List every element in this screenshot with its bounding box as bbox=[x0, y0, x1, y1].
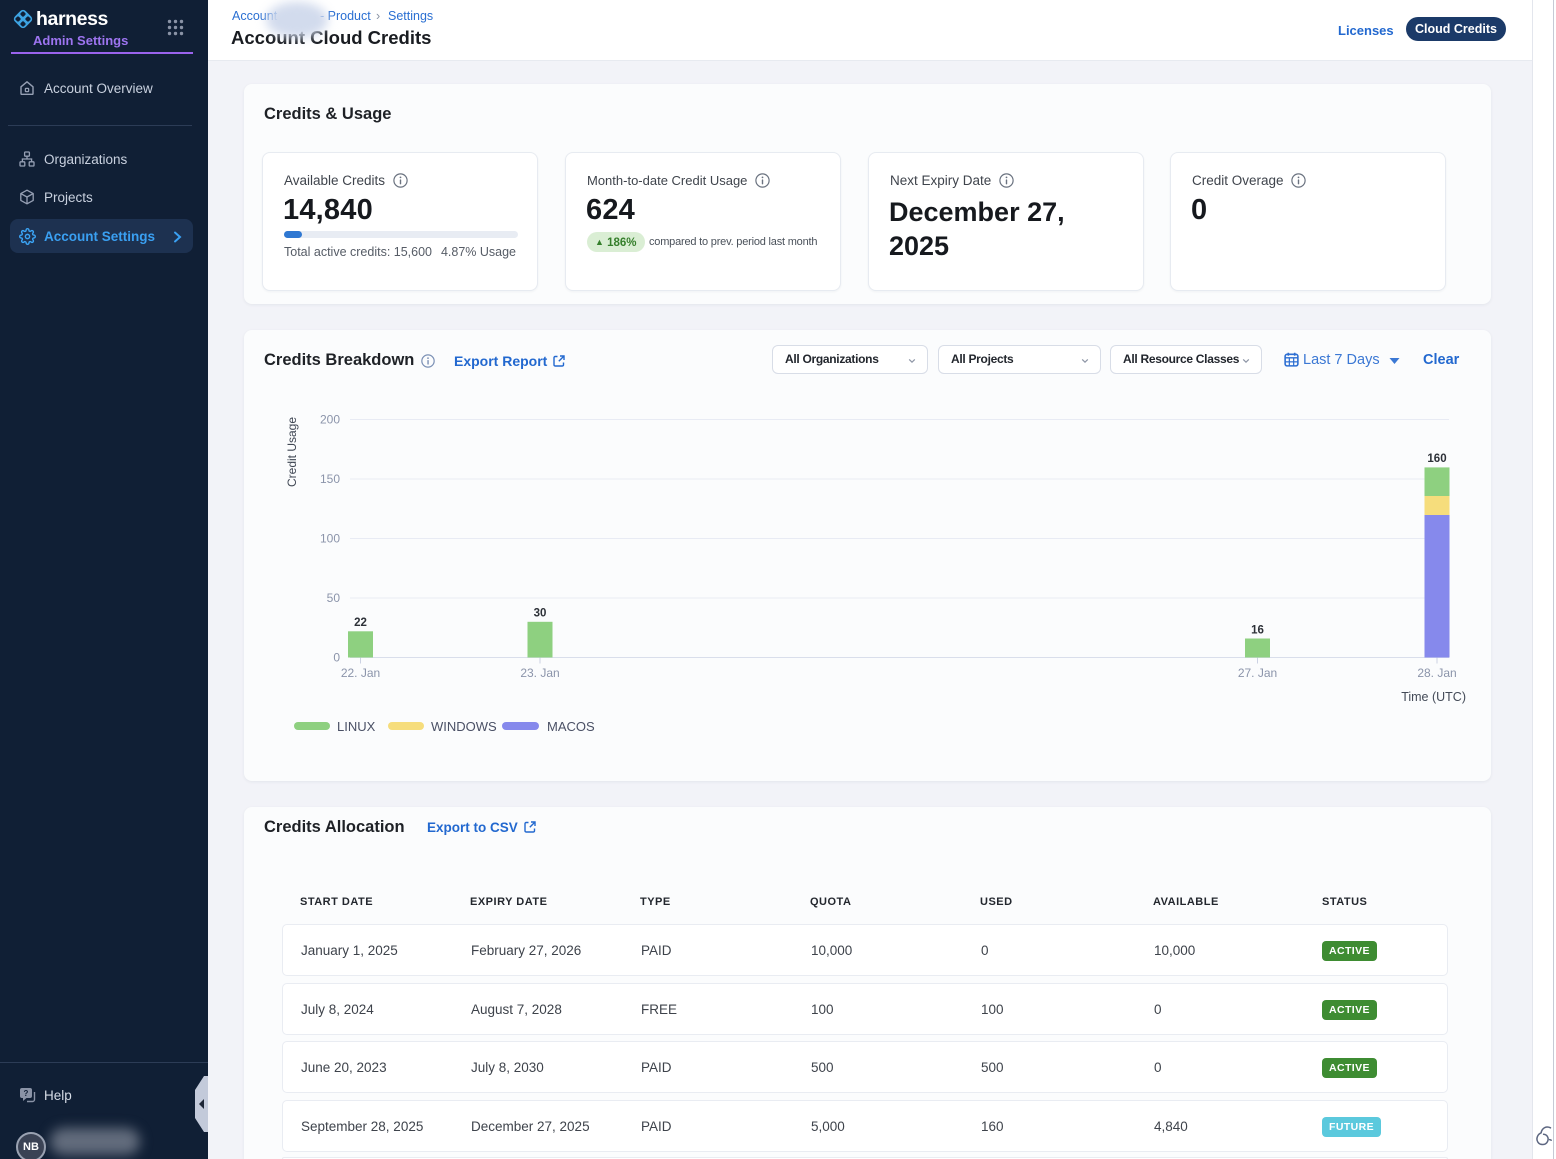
svg-text:?: ? bbox=[24, 1089, 29, 1098]
